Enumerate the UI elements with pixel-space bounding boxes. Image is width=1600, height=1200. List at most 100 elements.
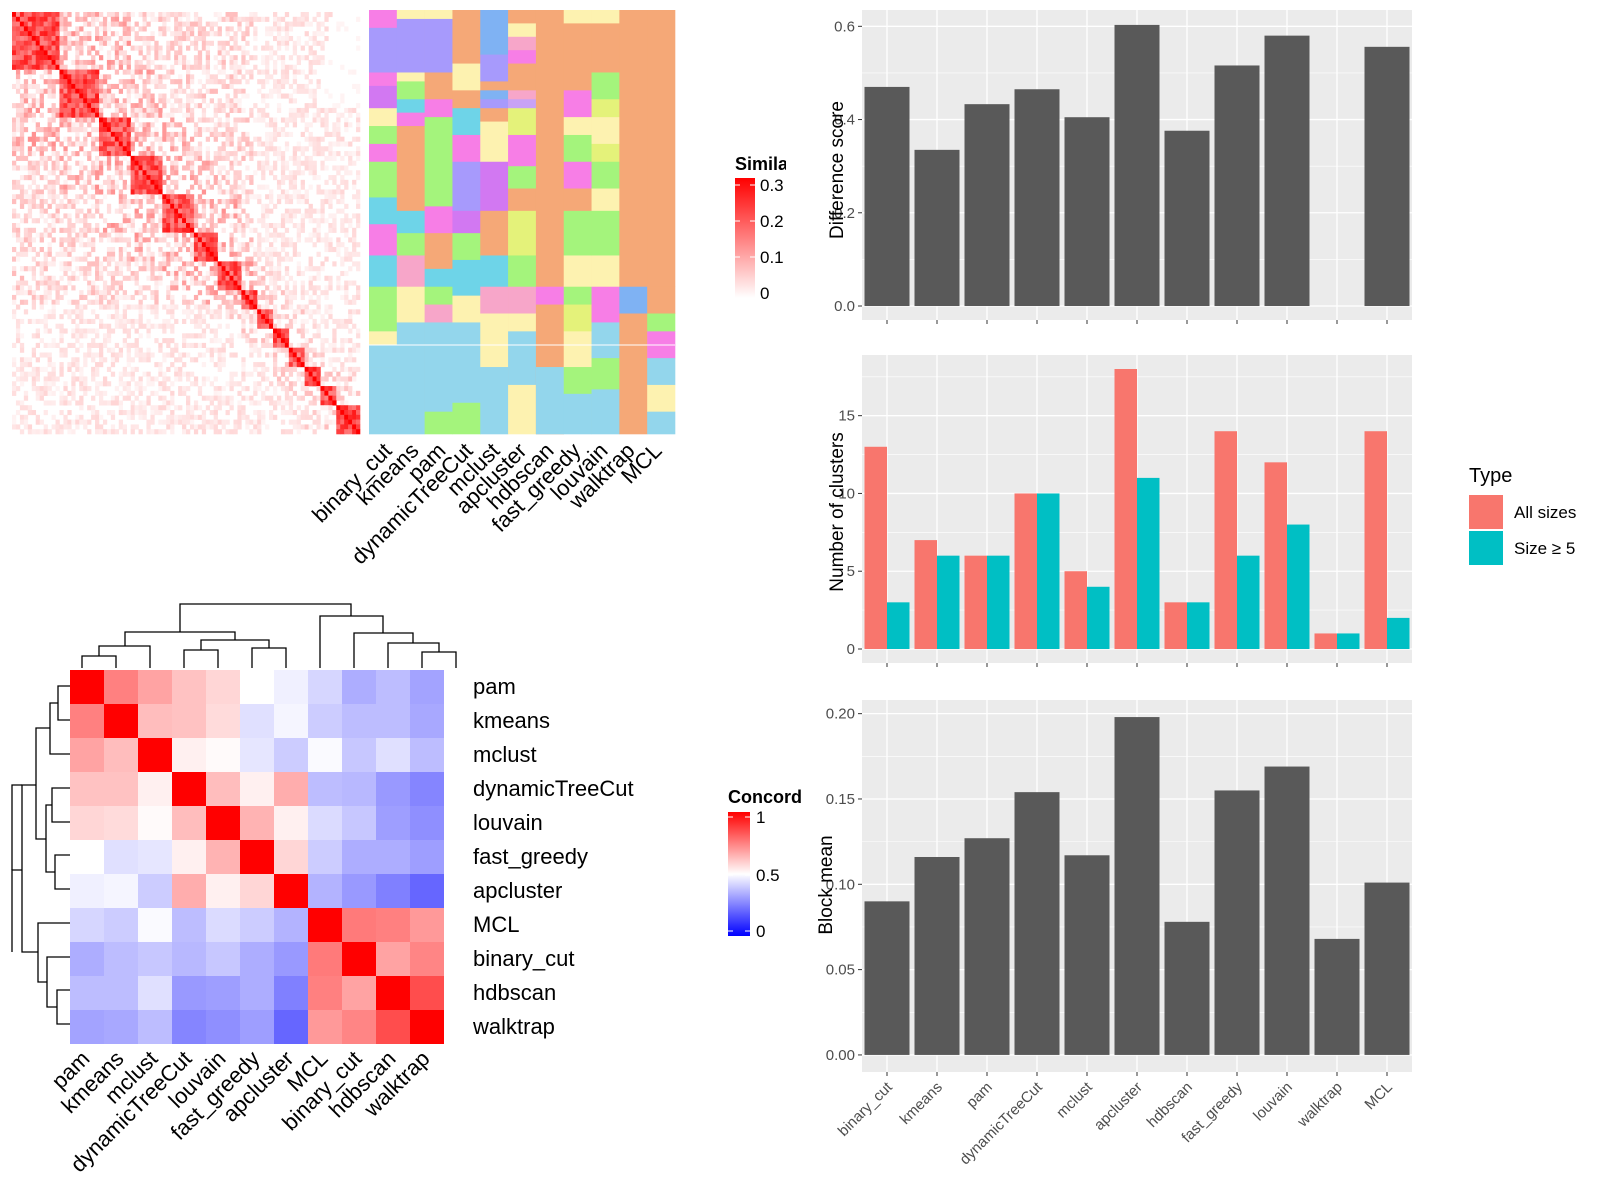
similarity-cell xyxy=(166,98,171,104)
similarity-cell xyxy=(114,429,120,435)
similarity-cell xyxy=(217,117,222,123)
similarity-cell xyxy=(19,203,25,209)
similarity-cell xyxy=(79,419,84,425)
similarity-cell xyxy=(162,261,167,267)
similarity-cell xyxy=(348,218,353,224)
similarity-cell xyxy=(241,246,246,253)
similarity-cell xyxy=(134,280,139,286)
similarity-cell xyxy=(324,194,329,200)
similarity-cell xyxy=(12,371,17,377)
similarity-cell xyxy=(158,270,163,277)
similarity-cell xyxy=(19,12,25,18)
similarity-cell xyxy=(166,256,171,262)
similarity-cell xyxy=(340,376,345,382)
similarity-cell xyxy=(150,107,155,114)
similarity-cell xyxy=(348,299,353,305)
similarity-cell xyxy=(138,103,143,109)
similarity-cell xyxy=(221,275,226,281)
similarity-cell xyxy=(67,242,72,248)
concordance-cell xyxy=(376,874,410,908)
assignment-cell xyxy=(647,286,676,314)
similarity-cell xyxy=(146,429,151,435)
similarity-cell xyxy=(23,371,29,377)
similarity-cell xyxy=(166,400,171,406)
similarity-cell xyxy=(150,208,155,214)
similarity-cell xyxy=(292,208,298,214)
similarity-cell xyxy=(154,165,159,171)
similarity-cell xyxy=(304,155,309,161)
similarity-cell xyxy=(221,352,226,358)
similarity-cell xyxy=(193,223,199,229)
similarity-cell xyxy=(43,21,48,27)
similarity-cell xyxy=(55,213,60,219)
similarity-cell xyxy=(95,294,100,301)
similarity-cell xyxy=(205,184,211,190)
similarity-cell xyxy=(35,366,40,372)
similarity-cell xyxy=(63,251,68,257)
similarity-cell xyxy=(75,328,80,334)
similarity-cell xyxy=(170,165,175,171)
similarity-cell xyxy=(59,117,64,123)
similarity-cell xyxy=(126,251,131,257)
similarity-cell xyxy=(154,112,159,118)
similarity-cell xyxy=(158,31,163,37)
concordance-cell xyxy=(240,806,274,840)
bar xyxy=(1164,921,1210,1055)
similarity-cell xyxy=(15,165,21,171)
similarity-cell xyxy=(91,280,96,286)
similarity-cell xyxy=(162,266,167,272)
similarity-cell xyxy=(75,160,80,166)
similarity-cell xyxy=(47,194,52,200)
similarity-cell xyxy=(71,371,76,377)
similarity-cell xyxy=(150,131,155,137)
similarity-cell xyxy=(284,400,290,406)
similarity-cell xyxy=(229,381,234,387)
similarity-cell xyxy=(201,35,207,42)
similarity-cell xyxy=(162,251,167,257)
similarity-cell xyxy=(110,400,116,406)
similarity-cell xyxy=(328,304,333,310)
similarity-cell xyxy=(138,107,143,114)
similarity-cell xyxy=(95,352,100,358)
similarity-cell xyxy=(233,275,238,281)
similarity-cell xyxy=(276,146,282,152)
similarity-cell xyxy=(292,362,298,368)
similarity-cell xyxy=(75,122,80,128)
similarity-cell xyxy=(39,395,44,401)
similarity-cell xyxy=(276,103,282,109)
similarity-cell xyxy=(19,405,25,411)
similarity-cell xyxy=(47,35,52,42)
similarity-cell xyxy=(158,64,163,70)
similarity-cell xyxy=(75,74,80,80)
similarity-cell xyxy=(280,419,286,425)
similarity-cell xyxy=(63,184,68,190)
similarity-cell xyxy=(288,179,294,185)
similarity-cell xyxy=(324,371,329,377)
similarity-cell xyxy=(344,122,349,128)
similarity-cell xyxy=(106,232,112,238)
similarity-cell xyxy=(304,405,309,411)
similarity-cell xyxy=(67,213,72,219)
similarity-cell xyxy=(170,280,175,286)
similarity-cell xyxy=(99,122,104,128)
similarity-cell xyxy=(87,261,92,267)
similarity-cell xyxy=(130,122,135,128)
similarity-cell xyxy=(170,64,175,70)
similarity-cell xyxy=(87,21,92,27)
similarity-cell xyxy=(126,414,131,420)
similarity-cell xyxy=(99,93,104,99)
assignment-cell xyxy=(563,161,592,189)
similarity-cell xyxy=(146,371,151,377)
similarity-cell xyxy=(59,16,64,22)
similarity-cell xyxy=(332,213,337,219)
similarity-cell xyxy=(178,59,183,66)
similarity-cell xyxy=(344,318,349,325)
similarity-cell xyxy=(122,218,127,224)
similarity-cell xyxy=(83,328,88,334)
similarity-cell xyxy=(312,98,317,104)
similarity-cell xyxy=(23,107,29,114)
similarity-cell xyxy=(276,256,282,262)
similarity-cell xyxy=(150,160,155,166)
similarity-cell xyxy=(324,232,329,238)
similarity-cell xyxy=(146,189,151,195)
